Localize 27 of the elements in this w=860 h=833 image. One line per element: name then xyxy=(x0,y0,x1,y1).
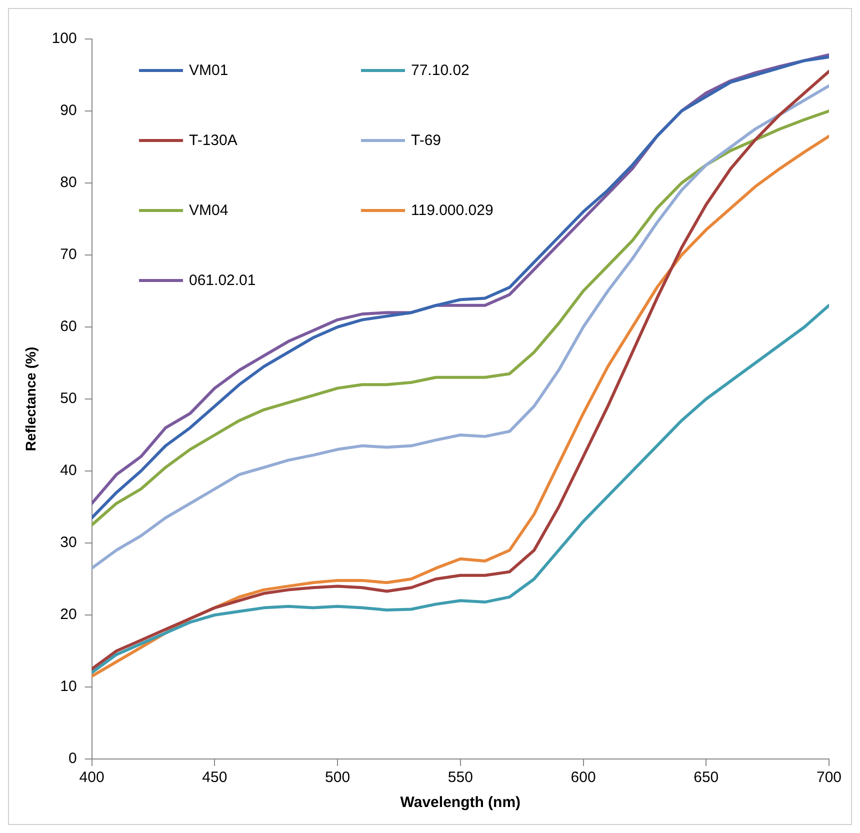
legend-label: 77.10.02 xyxy=(411,62,470,78)
legend-label: VM04 xyxy=(189,202,228,218)
legend-label: T-130A xyxy=(189,132,238,148)
x-tick-label: 450 xyxy=(202,769,228,786)
legend-label: 119.000.029 xyxy=(411,202,494,218)
y-tick-label: 70 xyxy=(60,246,77,264)
y-tick-label: 10 xyxy=(60,678,77,696)
y-tick-label: 80 xyxy=(60,174,77,192)
y-tick-label: 0 xyxy=(68,750,77,768)
legend-label: T-69 xyxy=(411,132,442,148)
y-tick-label: 30 xyxy=(60,534,77,552)
x-tick-label: 700 xyxy=(816,769,842,786)
y-axis-title: Reflectance (%) xyxy=(22,346,38,452)
y-tick-label: 90 xyxy=(60,102,77,120)
x-tick-label: 550 xyxy=(448,769,473,786)
x-tick-label: 400 xyxy=(79,769,104,786)
legend-label: VM01 xyxy=(189,62,228,78)
legend-label: 061.02.01 xyxy=(189,272,256,288)
x-tick-label: 650 xyxy=(694,769,719,786)
x-tick-label: 600 xyxy=(570,769,596,786)
y-tick-label: 100 xyxy=(52,30,77,48)
x-axis-title: Wavelength (nm) xyxy=(400,794,521,812)
y-tick-label: 50 xyxy=(60,390,77,408)
y-tick-label: 40 xyxy=(60,462,77,480)
y-tick-label: 60 xyxy=(60,318,77,336)
x-tick-label: 500 xyxy=(325,769,350,786)
y-tick-label: 20 xyxy=(60,606,77,624)
